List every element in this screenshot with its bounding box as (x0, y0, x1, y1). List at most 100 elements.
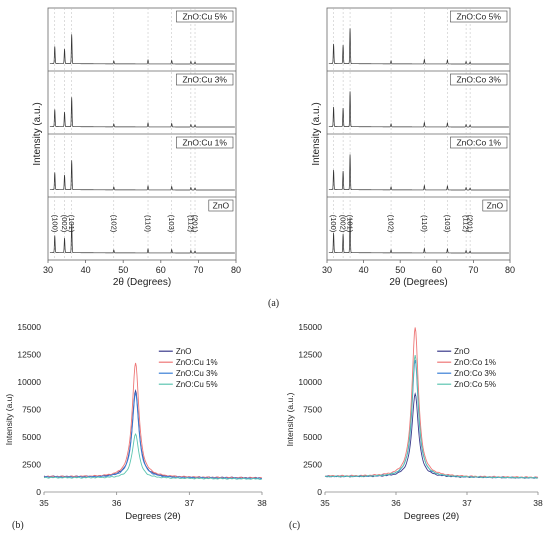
peak_cu-legend-label-1: ZnO:Cu 1% (176, 358, 218, 367)
peak_co-legend-label-0: ZnO (454, 347, 470, 356)
peak_cu-ytick-label: 0 (36, 487, 41, 497)
xrd_cu-panel-label-3: ZnO (213, 201, 230, 211)
peak_cu-xtick-label: 35 (39, 498, 49, 508)
xrd_cu-panel-label-box-2 (176, 136, 234, 149)
xrd_co-panel-label-0: ZnO:Co 5% (456, 12, 501, 22)
xrd_cu-hkl-label: (112) (186, 215, 195, 232)
xrd_co-hkl-label: (100) (329, 215, 338, 233)
peak_co-legend-label-1: ZnO:Co 1% (454, 358, 496, 367)
peak_cu-x-axis-label: Degrees (2θ) (125, 511, 180, 522)
xrd_cu-x-axis-label: 2θ (Degrees) (113, 277, 171, 288)
peak_co-legend-label-2: ZnO:Co 3% (454, 369, 496, 378)
xrd_co-hkl-label: (112) (462, 215, 471, 232)
xrd_co-panel-label-1: ZnO:Co 3% (456, 75, 501, 85)
peak_cu-y-axis-label: Intensity (a.u) (4, 394, 14, 446)
caption-a: (a) (268, 298, 280, 309)
xrd_co-pattern-0 (328, 28, 509, 65)
xrd_co-x-axis-label: 2θ (Degrees) (389, 277, 447, 288)
xrd_co-xtick-label: 60 (432, 265, 442, 275)
peak_co-series-0 (324, 392, 539, 479)
xrd_cu-xtick-label: 60 (156, 265, 166, 275)
peak_co-ytick-label: 10000 (298, 377, 322, 387)
peak_cu-ytick-label: 7500 (22, 405, 41, 415)
xrd_co-xtick-label: 80 (505, 265, 515, 275)
peak_co-xtick-label: 36 (391, 498, 401, 508)
xrd_cu-xtick-label: 80 (231, 265, 241, 275)
xrd_cu-pattern-2 (49, 160, 235, 191)
peak_co-ytick-label: 0 (317, 487, 322, 497)
peak_cu-series-2 (43, 391, 263, 480)
xrd_cu-pattern-3 (49, 223, 235, 254)
peak_co-x-axis-label: Degrees (2θ) (404, 511, 459, 522)
xrd_co-xtick-label: 70 (468, 265, 478, 275)
xrd_cu-pattern-0 (49, 34, 235, 65)
xrd_co-hkl-label: (101) (346, 215, 355, 233)
peak_co-series-3 (324, 354, 539, 479)
xrd_co-xtick-label: 50 (395, 265, 405, 275)
xrd_cu-xtick-label: 30 (43, 265, 53, 275)
xrd_co-panel-label-box-2 (450, 136, 508, 149)
peak_co-ytick-label: 2500 (303, 460, 322, 470)
xrd_co-xtick-label: 40 (359, 265, 369, 275)
xrd_cu-y-axis-label: Intensity (a.u.) (32, 102, 43, 165)
xrd_cu-hkl-label: (002) (60, 215, 69, 233)
xrd_co-panel-label-box-0 (450, 10, 508, 23)
xrd_co-hkl-label: (103) (443, 215, 452, 233)
xrd_cu-xtick-label: 40 (81, 265, 91, 275)
xrd_cu-hkl-label: (101) (67, 215, 76, 233)
caption-c: (c) (289, 520, 301, 531)
peak_cu-ytick-label: 15000 (17, 322, 41, 332)
peak_cu-xtick-label: 36 (112, 498, 122, 508)
peak_cu-legend-label-3: ZnO:Cu 5% (176, 380, 218, 389)
xrd_co-hkl-label: (102) (387, 215, 396, 233)
peak_cu-ytick-label: 5000 (22, 432, 41, 442)
peak_co-y-axis-label: Intensity (a.u.) (285, 392, 295, 446)
peak_cu-xtick-label: 37 (185, 498, 195, 508)
peak_cu-legend-label-0: ZnO (176, 347, 192, 356)
xrd_cu-hkl-label: (201) (191, 215, 200, 233)
xrd_cu-pattern-1 (49, 97, 235, 128)
peak_cu-ytick-label: 2500 (22, 460, 41, 470)
peak_co-ytick-label: 7500 (303, 405, 322, 415)
xrd_co-pattern-1 (328, 91, 509, 128)
peak_co-series-1 (324, 327, 539, 479)
xrd_cu-panel-label-0: ZnO:Cu 5% (182, 12, 227, 22)
peak_cu-legend-label-2: ZnO:Cu 3% (176, 369, 218, 378)
xrd_cu-hkl-label: (103) (167, 215, 176, 233)
xrd_co-panel-label-box-3 (482, 199, 508, 212)
peak_co-ytick-label: 5000 (303, 432, 322, 442)
peak_co-ytick-label: 15000 (298, 322, 322, 332)
peak_co-legend-label-3: ZnO:Co 5% (454, 380, 496, 389)
xrd_cu-panel-label-box-0 (176, 10, 234, 23)
peak_cu-ytick-label: 12500 (17, 350, 41, 360)
peak_cu-xtick-label: 38 (257, 498, 267, 508)
xrd_co-y-axis-label: Intensity (a.u.) (311, 102, 322, 165)
xrd_cu-hkl-label: (102) (109, 215, 118, 233)
peak_cu-ytick-label: 10000 (17, 377, 41, 387)
xrd_cu-panel-label-1: ZnO:Cu 3% (182, 75, 227, 85)
peak_co-ytick-label: 12500 (298, 350, 322, 360)
peak_co-xtick-label: 35 (320, 498, 330, 508)
xrd_co-panel-label-box-1 (450, 73, 508, 86)
xrd_co-hkl-label: (110) (420, 215, 429, 232)
peak_cu-series-3 (43, 433, 263, 480)
xrd_co-pattern-3 (328, 217, 509, 254)
xrd_cu-xtick-label: 70 (193, 265, 203, 275)
peak_cu-series-1 (43, 362, 263, 479)
xrd_co-xtick-label: 30 (322, 265, 332, 275)
peak_co-xtick-label: 37 (462, 498, 472, 508)
xrd_cu-panel-label-box-3 (208, 199, 234, 212)
peak_co-xtick-label: 38 (533, 498, 543, 508)
xrd_co-hkl-label: (002) (339, 215, 348, 233)
xrd_cu-panel-label-2: ZnO:Cu 1% (182, 138, 227, 148)
xrd_cu-panel-label-box-1 (176, 73, 234, 86)
xrd_co-panel-label-2: ZnO:Co 1% (456, 138, 501, 148)
xrd_co-hkl-label: (201) (466, 215, 475, 233)
xrd_cu-hkl-label: (110) (144, 215, 153, 232)
peak_cu-series-0 (43, 388, 263, 479)
xrd_cu-xtick-label: 50 (118, 265, 128, 275)
xrd_cu-hkl-label: (100) (50, 215, 59, 233)
caption-b: (b) (12, 520, 24, 531)
